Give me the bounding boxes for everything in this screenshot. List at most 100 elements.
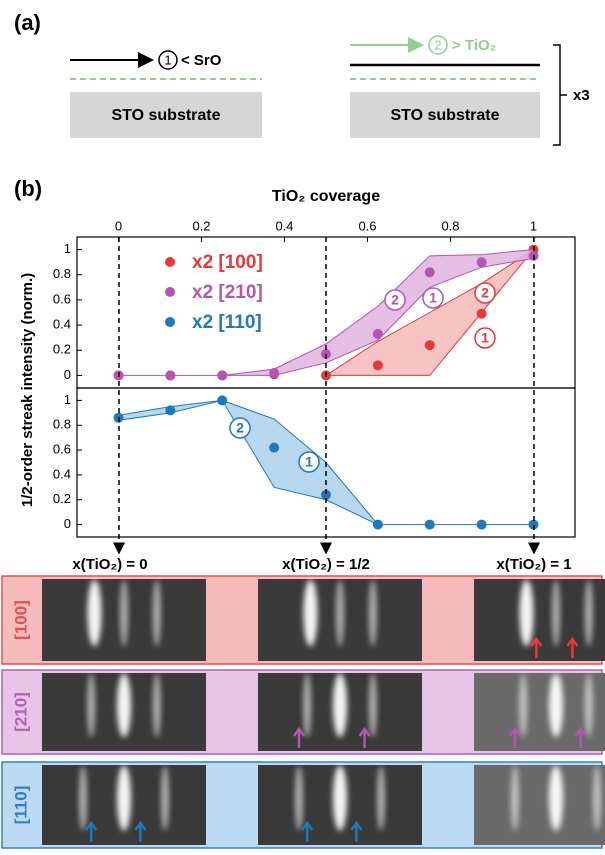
legend-marker <box>165 317 175 327</box>
data-point <box>269 442 280 453</box>
row-label: [110] <box>11 786 30 825</box>
y-tick-label: 0.6 <box>53 442 71 457</box>
data-point <box>165 370 176 381</box>
legend-label: x2 [110] <box>192 312 262 333</box>
step-circle <box>428 35 448 55</box>
rheed-streak <box>377 765 385 831</box>
data-point <box>476 257 487 268</box>
rheed-streak <box>79 765 87 831</box>
rheed-streak <box>584 579 593 647</box>
sweep-label: 2 <box>481 285 489 301</box>
substrate-label: STO substrate <box>390 107 499 124</box>
rheed-arrow <box>530 636 543 658</box>
y-tick-label: 0.8 <box>53 417 71 432</box>
rheed-arrow <box>574 726 587 748</box>
rheed-arrow <box>85 820 98 842</box>
legend-marker <box>165 287 175 297</box>
rheed-streak <box>87 579 102 647</box>
rheed-streak <box>117 765 131 831</box>
substrate <box>350 92 540 138</box>
rheed-streak <box>519 579 534 647</box>
rheed-streak <box>161 765 169 831</box>
rheed-arrow <box>134 820 147 842</box>
rheed-arrow <box>566 636 579 658</box>
x-tick-label: 0.8 <box>441 218 459 233</box>
y-tick-label: 0 <box>64 516 71 531</box>
dashed-guides <box>113 237 540 555</box>
data-point <box>372 360 383 371</box>
annotations: 2 1 2 1 2 1 <box>229 282 496 473</box>
rheed-streak <box>593 765 601 831</box>
rheed-streak <box>120 579 128 647</box>
step-number: 2 <box>434 37 441 52</box>
repeat-label: x3 <box>573 87 590 104</box>
column-label: x(TiO₂) = 1/2 <box>282 556 370 573</box>
sweep-label: 1 <box>429 290 437 306</box>
rheed-arrow <box>350 820 363 842</box>
data-point <box>165 405 176 416</box>
rheed-streak <box>152 579 161 647</box>
data-point <box>217 370 228 381</box>
sweep-circle <box>474 282 496 304</box>
y-tick-label: 1 <box>64 241 71 256</box>
rheed-image <box>474 765 605 845</box>
sweep-circle <box>384 289 406 311</box>
x-tick-label: 0.6 <box>358 218 376 233</box>
rheed-arrow <box>358 726 371 748</box>
substrate <box>70 92 262 138</box>
rheed-streak <box>303 579 318 647</box>
y-tick-label: 0 <box>64 367 71 382</box>
step-number: 1 <box>164 52 171 67</box>
data-point <box>476 308 487 319</box>
rheed-arrow <box>301 820 314 842</box>
y-tick-label: 0.4 <box>53 466 71 481</box>
x-tick-label: 1 <box>530 218 537 233</box>
rheed-streak <box>152 673 161 738</box>
rheed-arrow <box>292 726 306 748</box>
data-point <box>476 519 487 530</box>
data-point <box>424 267 435 278</box>
rheed-streak <box>549 673 563 738</box>
rheed-streak <box>549 765 563 831</box>
column-label: x(TiO₂) = 1 <box>496 556 571 573</box>
rheed-streak <box>303 673 312 738</box>
step-text: > TiO₂ <box>452 37 496 54</box>
data-point <box>372 328 383 339</box>
rheed-streak <box>511 765 519 831</box>
y-tick-label: 0.2 <box>53 342 71 357</box>
legend-label: x2 [100] <box>192 252 263 273</box>
y-axis-title: 1/2-order streak intensity (norm.) <box>19 273 36 507</box>
sweep-label: 1 <box>305 454 313 470</box>
rheed-image <box>474 673 605 751</box>
legend-label: x2 [210] <box>192 282 263 303</box>
sweep-label: 1 <box>481 330 489 346</box>
substrate-label: STO substrate <box>111 107 220 124</box>
data-point <box>528 519 539 530</box>
rheed-streak <box>295 765 303 831</box>
y-tick-label: 0.2 <box>53 491 71 506</box>
panel-label: (b) <box>14 176 42 201</box>
plot: 0 0.2 0.4 0.6 0.8 1 0 0.2 0.4 0.6 0.8 1 TiO₂ coverag… <box>19 188 576 538</box>
data-point <box>269 367 280 378</box>
y-tick-label: 0.8 <box>53 266 71 281</box>
row-label: [100] <box>11 600 30 640</box>
sweep-circle <box>298 451 320 473</box>
rheed-arrow <box>508 726 522 748</box>
rheed-streak <box>333 673 347 738</box>
data-point <box>424 340 435 351</box>
rheed-streak <box>368 579 377 647</box>
row-label: [210] <box>11 692 30 732</box>
rheed-image <box>474 579 605 661</box>
rheed-streak <box>87 673 96 738</box>
x-tick-label: 0.4 <box>275 218 293 233</box>
rheed-streak <box>336 579 344 647</box>
rheed-streak <box>333 765 347 831</box>
rheed-panel: x(TiO₂) = 0 x(TiO₂) = 1/2 x(TiO₂) = 1 [100]… <box>1 556 605 849</box>
y-tick-label: 1 <box>64 392 71 407</box>
sweep-label: 2 <box>391 292 399 308</box>
y-tick-label: 0.4 <box>53 317 71 332</box>
column-label: x(TiO₂) = 0 <box>72 556 147 573</box>
sweep-circle <box>474 327 496 349</box>
step-circle <box>158 50 178 70</box>
